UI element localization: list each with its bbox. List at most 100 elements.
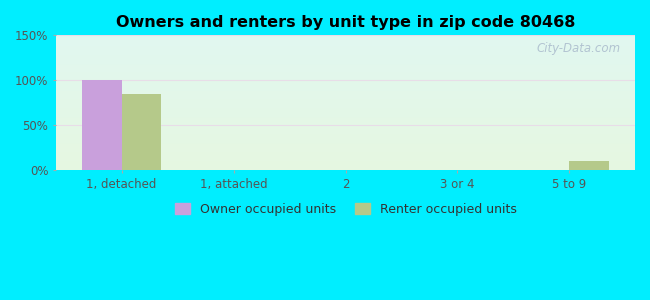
Bar (56, 52, 635, 53)
Bar (56, 122, 635, 123)
Bar (56, 48, 635, 49)
Bar (56, 132, 635, 133)
Bar (56, 147, 635, 148)
Bar (56, 129, 635, 130)
Title: Owners and renters by unit type in zip code 80468: Owners and renters by unit type in zip c… (116, 15, 575, 30)
Bar (56, 140, 635, 141)
Bar (56, 101, 635, 102)
Bar (56, 72, 635, 73)
Bar (56, 87, 635, 88)
Bar (56, 39, 635, 40)
Bar (56, 76, 635, 77)
Bar (56, 159, 635, 160)
Bar (56, 77, 635, 78)
Bar (56, 45, 635, 46)
Bar (56, 123, 635, 124)
Bar (56, 61, 635, 62)
Bar (56, 117, 635, 118)
Bar (56, 149, 635, 150)
Bar (56, 143, 635, 144)
Bar (56, 57, 635, 58)
Bar (56, 59, 635, 60)
Bar (56, 156, 635, 157)
Bar (56, 47, 635, 48)
Bar (56, 142, 635, 143)
Bar (56, 35, 635, 36)
Bar (56, 126, 635, 127)
Bar (56, 97, 635, 98)
Bar (56, 56, 635, 57)
Bar (56, 40, 635, 41)
Bar (56, 162, 635, 163)
Bar (56, 38, 635, 39)
Bar (56, 138, 635, 139)
Bar (56, 112, 635, 113)
Bar (56, 80, 635, 81)
Bar (56, 166, 635, 167)
Bar (56, 145, 635, 146)
Bar (56, 60, 635, 61)
Bar (56, 154, 635, 155)
Bar (56, 71, 635, 72)
Bar (56, 64, 635, 65)
Bar (56, 167, 635, 168)
Bar (56, 53, 635, 54)
Bar (56, 63, 635, 64)
Bar (56, 120, 635, 121)
Bar (56, 161, 635, 162)
Bar (56, 125, 635, 126)
Bar (122, 94, 161, 170)
Bar (56, 103, 635, 104)
Bar (56, 133, 635, 134)
Bar (56, 37, 635, 38)
Bar (56, 84, 635, 85)
Bar (56, 55, 635, 56)
Bar (56, 168, 635, 169)
Bar (56, 88, 635, 89)
Bar (56, 158, 635, 159)
Bar (56, 119, 635, 120)
Bar (56, 68, 635, 69)
Bar (56, 164, 635, 165)
Bar (56, 151, 635, 152)
Bar (56, 98, 635, 99)
Bar (56, 61, 635, 62)
Bar (56, 41, 635, 42)
Bar (56, 82, 635, 83)
Bar (56, 92, 635, 93)
Bar (56, 124, 635, 125)
Bar (56, 81, 635, 82)
Bar (56, 51, 635, 52)
Bar (56, 36, 635, 37)
Bar (56, 157, 635, 158)
Bar (56, 153, 635, 154)
Bar (56, 95, 635, 96)
Bar (56, 89, 635, 90)
Bar (56, 74, 635, 75)
Bar (56, 91, 635, 92)
Bar (56, 86, 635, 87)
Bar (56, 104, 635, 105)
Bar (56, 94, 635, 95)
Bar (56, 102, 635, 103)
Bar (56, 90, 635, 91)
Bar (56, 148, 635, 149)
Bar (56, 115, 635, 116)
Bar (56, 130, 635, 131)
Bar (56, 100, 635, 101)
Bar (56, 137, 635, 138)
Bar (56, 169, 635, 170)
Bar (56, 135, 635, 136)
Bar (56, 58, 635, 59)
Bar (56, 139, 635, 140)
Bar (56, 108, 635, 109)
Bar (56, 83, 635, 84)
Legend: Owner occupied units, Renter occupied units: Owner occupied units, Renter occupied un… (170, 198, 521, 220)
Bar (56, 99, 635, 100)
Bar (56, 134, 635, 135)
Bar (56, 127, 635, 128)
Bar (56, 75, 635, 76)
Bar (56, 46, 635, 47)
Bar (56, 121, 635, 122)
Bar (56, 160, 635, 161)
